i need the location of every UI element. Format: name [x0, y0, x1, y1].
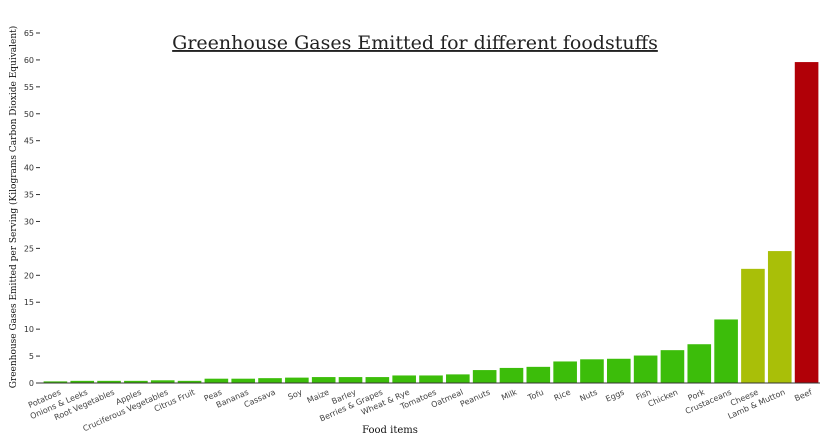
- bar: [258, 378, 282, 383]
- y-tick-label: 55: [24, 83, 34, 92]
- bar: [392, 375, 416, 383]
- y-tick-label: 0: [29, 379, 34, 388]
- y-tick-label: 10: [24, 325, 34, 334]
- x-tick-label: Chicken: [647, 388, 680, 409]
- bar: [580, 359, 604, 383]
- bar: [741, 268, 765, 383]
- bar: [472, 370, 497, 383]
- bar: [419, 375, 443, 383]
- bar: [124, 380, 148, 383]
- y-tick-label: 60: [24, 56, 34, 65]
- bar: [714, 319, 738, 383]
- x-tick-label: Tofu: [526, 388, 545, 403]
- bar: [767, 251, 792, 383]
- bar: [97, 380, 121, 383]
- y-tick-label: 5: [29, 352, 34, 361]
- bar: [660, 350, 685, 383]
- bar: [794, 62, 819, 383]
- chart-title: Greenhouse Gases Emitted for different f…: [172, 32, 658, 54]
- y-tick-label: 30: [24, 217, 34, 226]
- x-tick-label: Rice: [553, 388, 572, 403]
- bar: [365, 377, 390, 383]
- bar: [204, 378, 229, 383]
- x-tick-label: Beef: [793, 388, 813, 404]
- x-tick-label: Eggs: [604, 388, 625, 404]
- bar: [70, 380, 95, 383]
- bar: [177, 380, 202, 383]
- bars: [43, 62, 819, 383]
- y-tick-label: 40: [24, 164, 34, 173]
- bar: [231, 378, 256, 383]
- x-tick-label: Milk: [500, 387, 519, 402]
- bar: [499, 367, 524, 383]
- bar: [526, 366, 551, 383]
- y-tick-label: 50: [24, 110, 34, 119]
- bar: [553, 361, 577, 383]
- x-tick-label: Maize: [306, 388, 331, 406]
- bar: [150, 380, 175, 383]
- bar: [606, 358, 631, 383]
- x-axis-label: Food items: [362, 425, 418, 436]
- y-tick-label: 25: [24, 244, 34, 253]
- y-tick-label: 65: [24, 29, 34, 38]
- y-tick-label: 20: [24, 271, 34, 280]
- y-tick-label: 45: [24, 137, 34, 146]
- x-tick-label: Nuts: [578, 388, 598, 404]
- bar: [285, 377, 309, 383]
- y-axis-label: Greenhouse Gases Emitted per Serving (Ki…: [8, 26, 19, 389]
- x-tick-label: Soy: [287, 388, 304, 402]
- bar: [338, 377, 363, 383]
- bar: [687, 344, 712, 383]
- y-tick-label: 35: [24, 191, 34, 200]
- bar: [43, 381, 68, 383]
- bar: [311, 377, 336, 383]
- bar: [633, 355, 658, 383]
- x-tick-label: Cassava: [243, 388, 277, 410]
- x-tick-label: Peanuts: [459, 388, 492, 409]
- y-axis: 0 5 10 15 20 25 30 35 40 45 50 55 60 65: [24, 29, 40, 388]
- bar: [446, 374, 470, 383]
- y-tick-label: 15: [24, 298, 34, 307]
